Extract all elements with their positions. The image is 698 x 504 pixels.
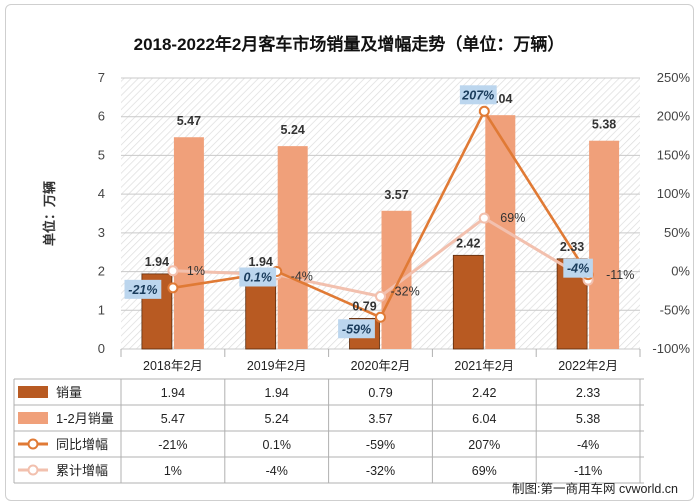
table-cell: 1% <box>164 464 182 478</box>
bar-sales-label: 2.33 <box>560 240 584 254</box>
bar-cumulative-sales <box>589 140 620 349</box>
yoy-label: -21% <box>128 283 157 297</box>
bar-sales-label: 2.42 <box>456 236 480 250</box>
x-category-label: 2020年2月 <box>351 359 411 373</box>
x-category-label: 2019年2月 <box>247 359 307 373</box>
y-tick-label: 2 <box>98 264 105 279</box>
chart-title: 2018-2022年2月客车市场销量及增幅走势（单位：万辆） <box>134 34 565 54</box>
yoy-label: 0.1% <box>243 270 272 284</box>
y2-tick-label: 50% <box>664 225 690 240</box>
source-credit: 制图:第一商用车网 cvworld.cn <box>512 481 678 496</box>
yoy-label-box <box>459 85 497 105</box>
bar-cumulative-label: 5.47 <box>177 114 201 128</box>
yoy-growth-point <box>478 105 490 117</box>
bar-sales <box>452 254 484 350</box>
table-cell: -32% <box>366 464 395 478</box>
y2-tick-label: 100% <box>657 186 691 201</box>
y-tick-label: 6 <box>98 109 105 124</box>
bar-cumulative-label: 5.24 <box>281 123 305 137</box>
bar-cumulative-sales <box>277 146 308 349</box>
y-tick-label: 5 <box>98 147 105 162</box>
table-cell: 5.47 <box>161 412 185 426</box>
legend-marker <box>27 438 39 450</box>
yoy-growth-point <box>167 282 179 294</box>
table-cell: -59% <box>366 438 395 452</box>
legend-marker <box>27 464 39 476</box>
table-cell: 2.33 <box>576 386 600 400</box>
legend-swatch <box>18 386 48 398</box>
x-category-label: 2021年2月 <box>454 359 514 373</box>
cumulative-growth-point <box>167 265 179 277</box>
y2-tick-label: 0% <box>671 264 690 279</box>
y-tick-label: 7 <box>98 70 105 85</box>
bar-cumulative-label: 3.57 <box>384 188 408 202</box>
table-cell: -4% <box>266 464 288 478</box>
bars <box>141 115 620 350</box>
bar-cumulative-label: 5.38 <box>592 118 616 132</box>
y2-tick-label: 200% <box>657 109 691 124</box>
cumulative-growth-point <box>375 290 386 302</box>
table-cell: 6.04 <box>472 412 496 426</box>
x-category-label: 2018年2月 <box>143 359 203 373</box>
yoy-growth-point <box>375 311 386 323</box>
y-tick-label: 3 <box>98 225 105 240</box>
y-tick-label: 4 <box>98 186 105 201</box>
legend-label: 1-2月销量 <box>56 411 114 426</box>
table-cell: 3.57 <box>368 412 392 426</box>
y2-tick-label: -100% <box>652 341 690 356</box>
table-cell: 5.24 <box>265 412 289 426</box>
y-axis-right: -100% -50% 0% 50% 100% 150% 200% 250% <box>652 70 690 356</box>
yoy-label: -4% <box>567 262 589 276</box>
x-category-label: 2022年2月 <box>558 359 618 373</box>
legend-swatch <box>18 412 48 424</box>
bar-sales-label: 1.94 <box>145 255 169 269</box>
yoy-label: -59% <box>342 322 371 336</box>
bar-sales-label: 1.94 <box>249 255 273 269</box>
bar-sales-label: 0.79 <box>352 299 376 313</box>
table-cell: 207% <box>468 438 500 452</box>
table-cell: 0.79 <box>368 386 392 400</box>
legend-label: 累计增幅 <box>56 463 108 478</box>
bar-cumulative-sales <box>173 137 204 349</box>
cumulative-growth-label: -4% <box>291 270 313 284</box>
table-cell: -11% <box>574 464 602 478</box>
yoy-label-box <box>338 319 375 339</box>
y2-tick-label: -50% <box>660 302 691 317</box>
yoy-label-box <box>239 267 277 287</box>
yoy-label-box <box>563 258 593 278</box>
y2-tick-label: 250% <box>657 70 691 85</box>
bar-cumulative-sales <box>381 210 412 349</box>
table-cell: 1.94 <box>161 386 185 400</box>
table-cell: 1.94 <box>265 386 289 400</box>
yoy-label-box <box>124 279 162 299</box>
table-cell: 69% <box>472 464 497 478</box>
plot-background <box>121 78 640 349</box>
legend-label: 同比增幅 <box>56 437 108 452</box>
yoy-label: 207% <box>461 88 494 102</box>
y-tick-label: 1 <box>98 302 105 317</box>
y-axis-left: 0 1 2 3 4 5 6 7 <box>98 70 105 356</box>
bar-cumulative-sales <box>485 115 516 349</box>
table-cell: 2.42 <box>472 386 496 400</box>
chart-svg: 2018-2022年2月客车市场销量及增幅走势（单位：万辆） 01234567 … <box>13 34 690 496</box>
y-axis-label: 单位：万辆 <box>42 181 57 246</box>
cumulative-growth-point <box>478 212 490 224</box>
cumulative-growth-label: -11% <box>606 268 634 282</box>
cumulative-growth-label: 69% <box>500 211 525 225</box>
cumulative-growth-label: -32% <box>391 284 420 298</box>
y2-tick-label: 150% <box>657 147 691 162</box>
table-cell: 5.38 <box>576 412 600 426</box>
table-cell: -4% <box>577 438 599 452</box>
legend-label: 销量 <box>56 385 82 400</box>
y-tick-label: 0 <box>98 341 105 356</box>
data-labels: 1.945.471.945.240.793.572.426.042.335.38… <box>124 85 634 339</box>
cumulative-growth-label: 1% <box>187 264 205 278</box>
table-cell: 0.1% <box>262 438 291 452</box>
table-cell: -21% <box>158 438 187 452</box>
